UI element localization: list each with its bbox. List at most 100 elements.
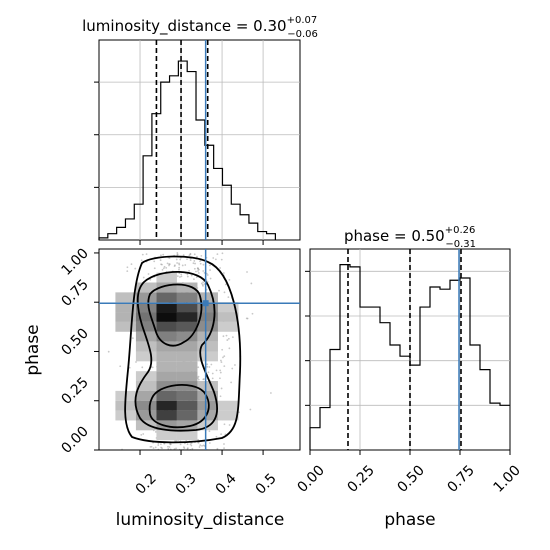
scatter-point (173, 265, 176, 268)
scatter-point (270, 392, 272, 394)
scatter-point (107, 350, 110, 353)
scatter-point (161, 447, 163, 450)
y-tick-label: 0.50 (58, 325, 91, 358)
2d-density-panel (91, 248, 301, 455)
scatter-point (220, 361, 223, 364)
density-cell (197, 302, 218, 313)
scatter-point (218, 289, 220, 292)
density-cell (217, 410, 239, 421)
scatter-point (128, 366, 131, 369)
tick-marks (94, 81, 264, 245)
scatter-point (216, 447, 219, 450)
scatter-point (201, 444, 203, 447)
density-cell (217, 400, 239, 411)
scatter-point (167, 445, 169, 448)
scatter-point (208, 430, 211, 433)
scatter-point (119, 365, 122, 368)
scatter-point (202, 281, 205, 284)
scatter-point (176, 262, 179, 264)
scatter-point (188, 269, 190, 272)
scatter-point (219, 395, 222, 398)
scatter-point (223, 443, 225, 445)
x-tick-label: 0.2 (133, 471, 160, 498)
x-tick-label: 0.75 (444, 462, 477, 495)
scatter-point (168, 264, 170, 267)
density-cell (135, 292, 157, 303)
scatter-point (162, 267, 165, 270)
scatter-point (219, 377, 221, 380)
density-cell (135, 420, 157, 431)
density-cells (115, 272, 239, 441)
scatter-point (198, 446, 201, 448)
scatter-point (227, 337, 230, 340)
scatter-point (220, 258, 223, 261)
scatter-point (197, 378, 200, 381)
x-tick-label: 0.4 (213, 471, 240, 498)
density-cell (156, 282, 177, 293)
contour-middle (134, 270, 218, 432)
scatter-point (223, 447, 225, 450)
phase-x-tick-labels: 0.00 0.25 0.50 0.75 1.00 (294, 462, 523, 495)
density-cell (156, 430, 177, 441)
scatter-point (207, 371, 210, 374)
scatter-point (186, 258, 188, 261)
density-cell (197, 381, 218, 391)
scatter-point (91, 401, 93, 403)
density-cell (217, 302, 239, 313)
scatter-point (163, 265, 166, 268)
scatter-point (238, 411, 240, 414)
density-cell (156, 410, 177, 421)
density-cell (217, 321, 239, 332)
density-cell (176, 410, 198, 421)
density-cell (176, 312, 198, 322)
scatter-point (208, 442, 211, 444)
density-cell (156, 351, 177, 362)
scatter-point (149, 278, 152, 281)
x-tick-marks (139, 450, 264, 455)
density-cell (217, 312, 239, 322)
scatter-point (206, 363, 209, 366)
scatter-point (153, 267, 156, 270)
density-cell (176, 400, 198, 411)
scatter-point (166, 262, 169, 265)
scatter-point (202, 263, 205, 266)
density-cell (135, 341, 157, 352)
scatter-point (199, 262, 202, 265)
density-cell (135, 410, 157, 421)
scatter-point (130, 263, 133, 266)
scatter-point (154, 430, 157, 433)
density-cell (176, 341, 198, 352)
scatter-point (203, 283, 206, 285)
density-cell (156, 361, 177, 372)
scatter-point (186, 273, 189, 276)
scatter-point (169, 443, 172, 445)
scatter-point (142, 276, 145, 279)
scatter-point (193, 278, 195, 281)
scatter-point (141, 253, 144, 256)
density-cell (176, 371, 198, 382)
2d-x-tick-labels: 0.2 0.3 0.4 0.5 (133, 471, 280, 498)
density-cell (197, 390, 218, 401)
y-tick-label: 0.25 (58, 374, 91, 407)
scatter-point (193, 253, 196, 256)
scatter-point (220, 387, 223, 390)
scatter-point (223, 423, 226, 426)
scatter-point (223, 355, 226, 358)
scatter-point (208, 366, 211, 368)
density-cell (115, 321, 136, 332)
scatter-point (184, 264, 187, 266)
scatter-point (197, 438, 200, 441)
tick-marks (305, 270, 511, 455)
scatter-point (180, 275, 183, 278)
scatter-point (222, 272, 225, 274)
panel-frame (98, 39, 301, 241)
scatter-point (197, 272, 200, 274)
scatter-point (175, 447, 177, 450)
density-cell (197, 292, 218, 303)
histogram-step (309, 264, 510, 450)
scatter-point (162, 253, 165, 256)
x-tick-label: 0.00 (294, 462, 327, 495)
scatter-point (199, 444, 202, 447)
scatter-point (196, 255, 198, 258)
